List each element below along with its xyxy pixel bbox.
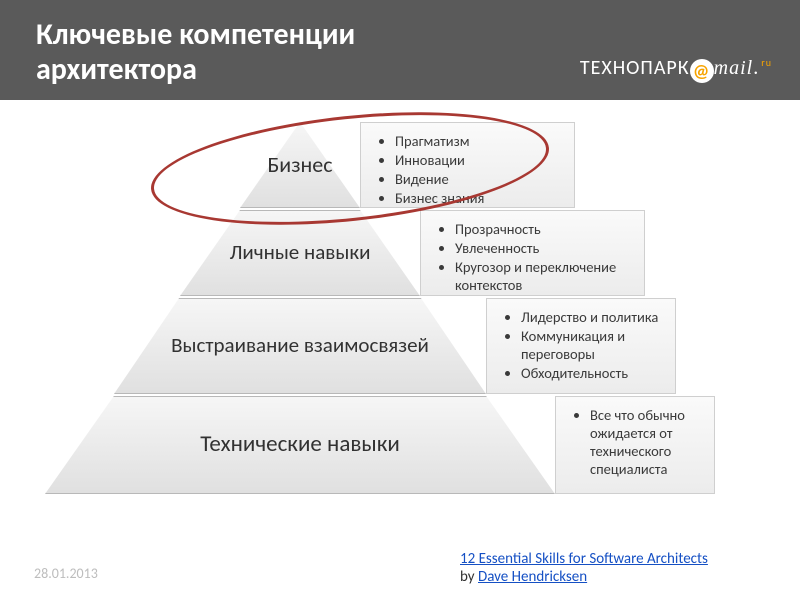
reference-author-link[interactable]: Dave Hendricksen: [478, 568, 587, 586]
pyramid-row-inner: Выстраивание взаимосвязей Лидерство и пол…: [65, 298, 676, 394]
brand-prefix: ТЕХНОПАРК: [580, 56, 690, 80]
bullet-item: Все что обычно ожидается от технического…: [590, 406, 700, 479]
bullet-list: Лидерство и политикаКоммуникация и перег…: [505, 308, 661, 383]
brand-mail: mail: [714, 57, 754, 79]
pyramid-bullet-panel: Все что обычно ожидается от технического…: [555, 396, 715, 494]
brand-logo: ТЕХНОПАРК@mail.ru: [580, 56, 772, 83]
pyramid-row: Выстраивание взаимосвязей Лидерство и пол…: [65, 298, 676, 394]
pyramid-bullet-panel: ПрозрачностьУвлеченностьКругозор и перек…: [420, 210, 645, 296]
bullet-item: Увлеченность: [455, 239, 630, 257]
brand-ru: ru: [761, 56, 772, 69]
bullet-item: Прозрачность: [455, 220, 630, 238]
pyramid-segment-label: Выстраивание взаимосвязей: [114, 298, 486, 394]
bullet-item: Обходительность: [521, 364, 661, 382]
pyramid-bullet-panel: Лидерство и политикаКоммуникация и перег…: [486, 298, 676, 394]
footer-date: 28.01.2013: [34, 565, 98, 582]
bullet-list: Все что обычно ожидается от технического…: [574, 406, 700, 479]
reference-by: by: [460, 568, 478, 586]
diagram-stage: БизнесПрагматизмИнновацииВидениеБизнес з…: [0, 110, 800, 560]
pyramid-row: Личные навыкиПрозрачностьУвлеченностьКру…: [65, 210, 645, 296]
pyramid-segment: Технические навыки: [45, 396, 555, 494]
title-line-1: Ключевые компетенции: [36, 16, 355, 53]
bullet-item: Кругозор и переключение контекстов: [455, 258, 630, 294]
bullet-item: Коммуникация и переговоры: [521, 327, 661, 363]
bullet-item: Лидерство и политика: [521, 308, 661, 326]
slide: Ключевые компетенции архитектора ТЕХНОПА…: [0, 0, 800, 600]
footer-reference: 12 Essential Skills for Software Archite…: [460, 550, 708, 586]
at-icon: @: [690, 59, 714, 83]
reference-title-link[interactable]: 12 Essential Skills for Software Archite…: [460, 550, 708, 568]
pyramid-segment-label: Технические навыки: [45, 396, 555, 494]
pyramid-row-inner: Технические навыкиВсе что обычно ожидает…: [65, 396, 715, 494]
pyramid-segment: Выстраивание взаимосвязей: [114, 298, 486, 394]
bullet-list: ПрозрачностьУвлеченностьКругозор и перек…: [439, 220, 630, 295]
slide-header: Ключевые компетенции архитектора ТЕХНОПА…: [0, 0, 800, 100]
title-line-2: архитектора: [36, 51, 197, 88]
brand-dot: .: [753, 56, 759, 80]
pyramid-row-inner: Личные навыкиПрозрачностьУвлеченностьКру…: [65, 210, 645, 296]
pyramid-row: Технические навыкиВсе что обычно ожидает…: [65, 396, 715, 494]
